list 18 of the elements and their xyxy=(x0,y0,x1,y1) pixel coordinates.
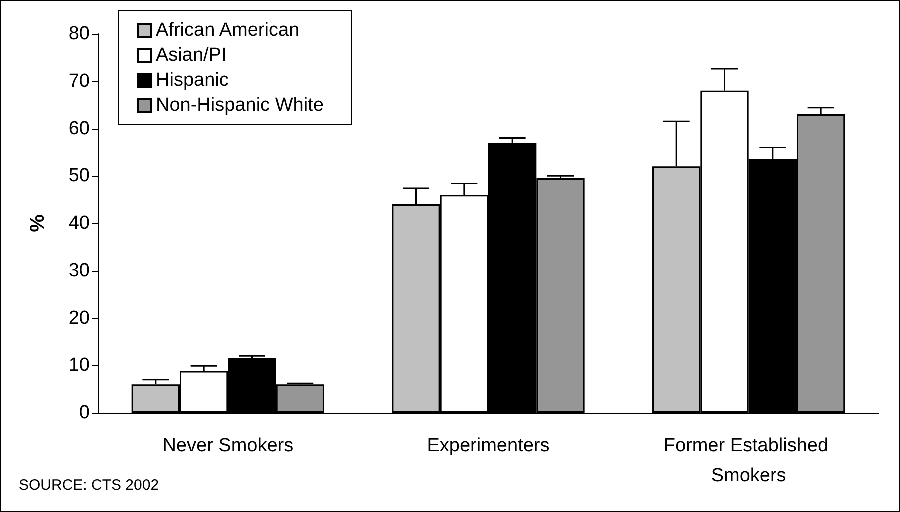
y-tick-label: 0 xyxy=(79,402,90,424)
source-note: SOURCE: CTS 2002 xyxy=(19,477,160,494)
y-axis-title: % xyxy=(27,214,49,232)
x-tick-label: Never Smokers xyxy=(162,436,294,456)
y-tick-label: 20 xyxy=(68,308,90,329)
legend-label: African American xyxy=(156,20,300,41)
y-tick-label: 50 xyxy=(68,166,90,187)
y-tick-label: 10 xyxy=(68,355,90,376)
y-tick-label: 40 xyxy=(68,213,90,234)
y-tick-label: 70 xyxy=(68,70,90,92)
x-tick-label: Former Established Smokers xyxy=(664,436,834,486)
legend-label: Non-Hispanic White xyxy=(156,95,324,116)
legend-label: Hispanic xyxy=(156,70,229,91)
legend-label: Asian/PI xyxy=(156,45,227,66)
y-tick-label: 30 xyxy=(68,260,90,282)
y-tick-label: 80 xyxy=(68,24,90,44)
y-tick-label: 60 xyxy=(68,118,90,140)
x-tick-label: Experimenters xyxy=(427,436,550,456)
